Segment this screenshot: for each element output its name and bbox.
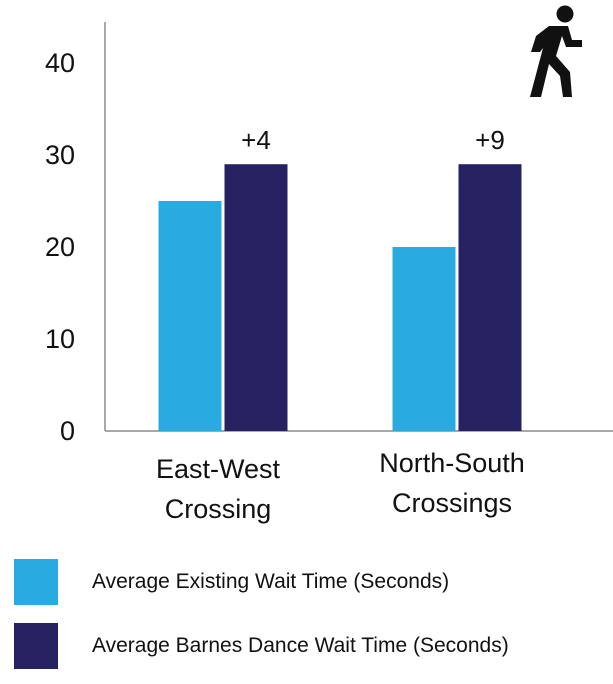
legend: Average Existing Wait Time (Seconds) Ave…	[14, 556, 613, 684]
legend-swatch-barnes-dance	[14, 623, 58, 669]
difference-labels: +4 +9	[241, 125, 505, 155]
category-labels: East-West Crossing North-South Crossings	[156, 448, 525, 524]
y-tick-label: 10	[45, 324, 75, 354]
y-tick-label: 0	[60, 416, 75, 446]
legend-item-barnes-dance: Average Barnes Dance Wait Time (Seconds)	[14, 620, 613, 672]
pedestrian-walking-icon	[530, 5, 582, 97]
y-tick-label: 30	[45, 140, 75, 170]
bar-existing-1	[392, 247, 456, 431]
category-label: North-South	[379, 448, 525, 478]
category-label: East-West	[156, 454, 281, 484]
legend-label-barnes-dance: Average Barnes Dance Wait Time (Seconds)	[92, 634, 509, 657]
legend-item-existing: Average Existing Wait Time (Seconds)	[14, 556, 613, 608]
legend-label-existing: Average Existing Wait Time (Seconds)	[92, 570, 450, 593]
bars	[158, 164, 522, 431]
difference-label: +9	[475, 125, 505, 155]
difference-label: +4	[241, 125, 271, 155]
category-label: Crossings	[392, 488, 512, 518]
category-label: Crossing	[165, 494, 272, 524]
y-tick-label: 20	[45, 232, 75, 262]
y-axis-ticks: 0 10 20 30 40	[45, 48, 75, 446]
bar-existing-0	[158, 201, 222, 431]
bar-barnes-dance-0	[224, 164, 288, 431]
bar-barnes-dance-1	[458, 164, 522, 431]
legend-swatch-existing	[14, 559, 58, 605]
y-tick-label: 40	[45, 48, 75, 78]
